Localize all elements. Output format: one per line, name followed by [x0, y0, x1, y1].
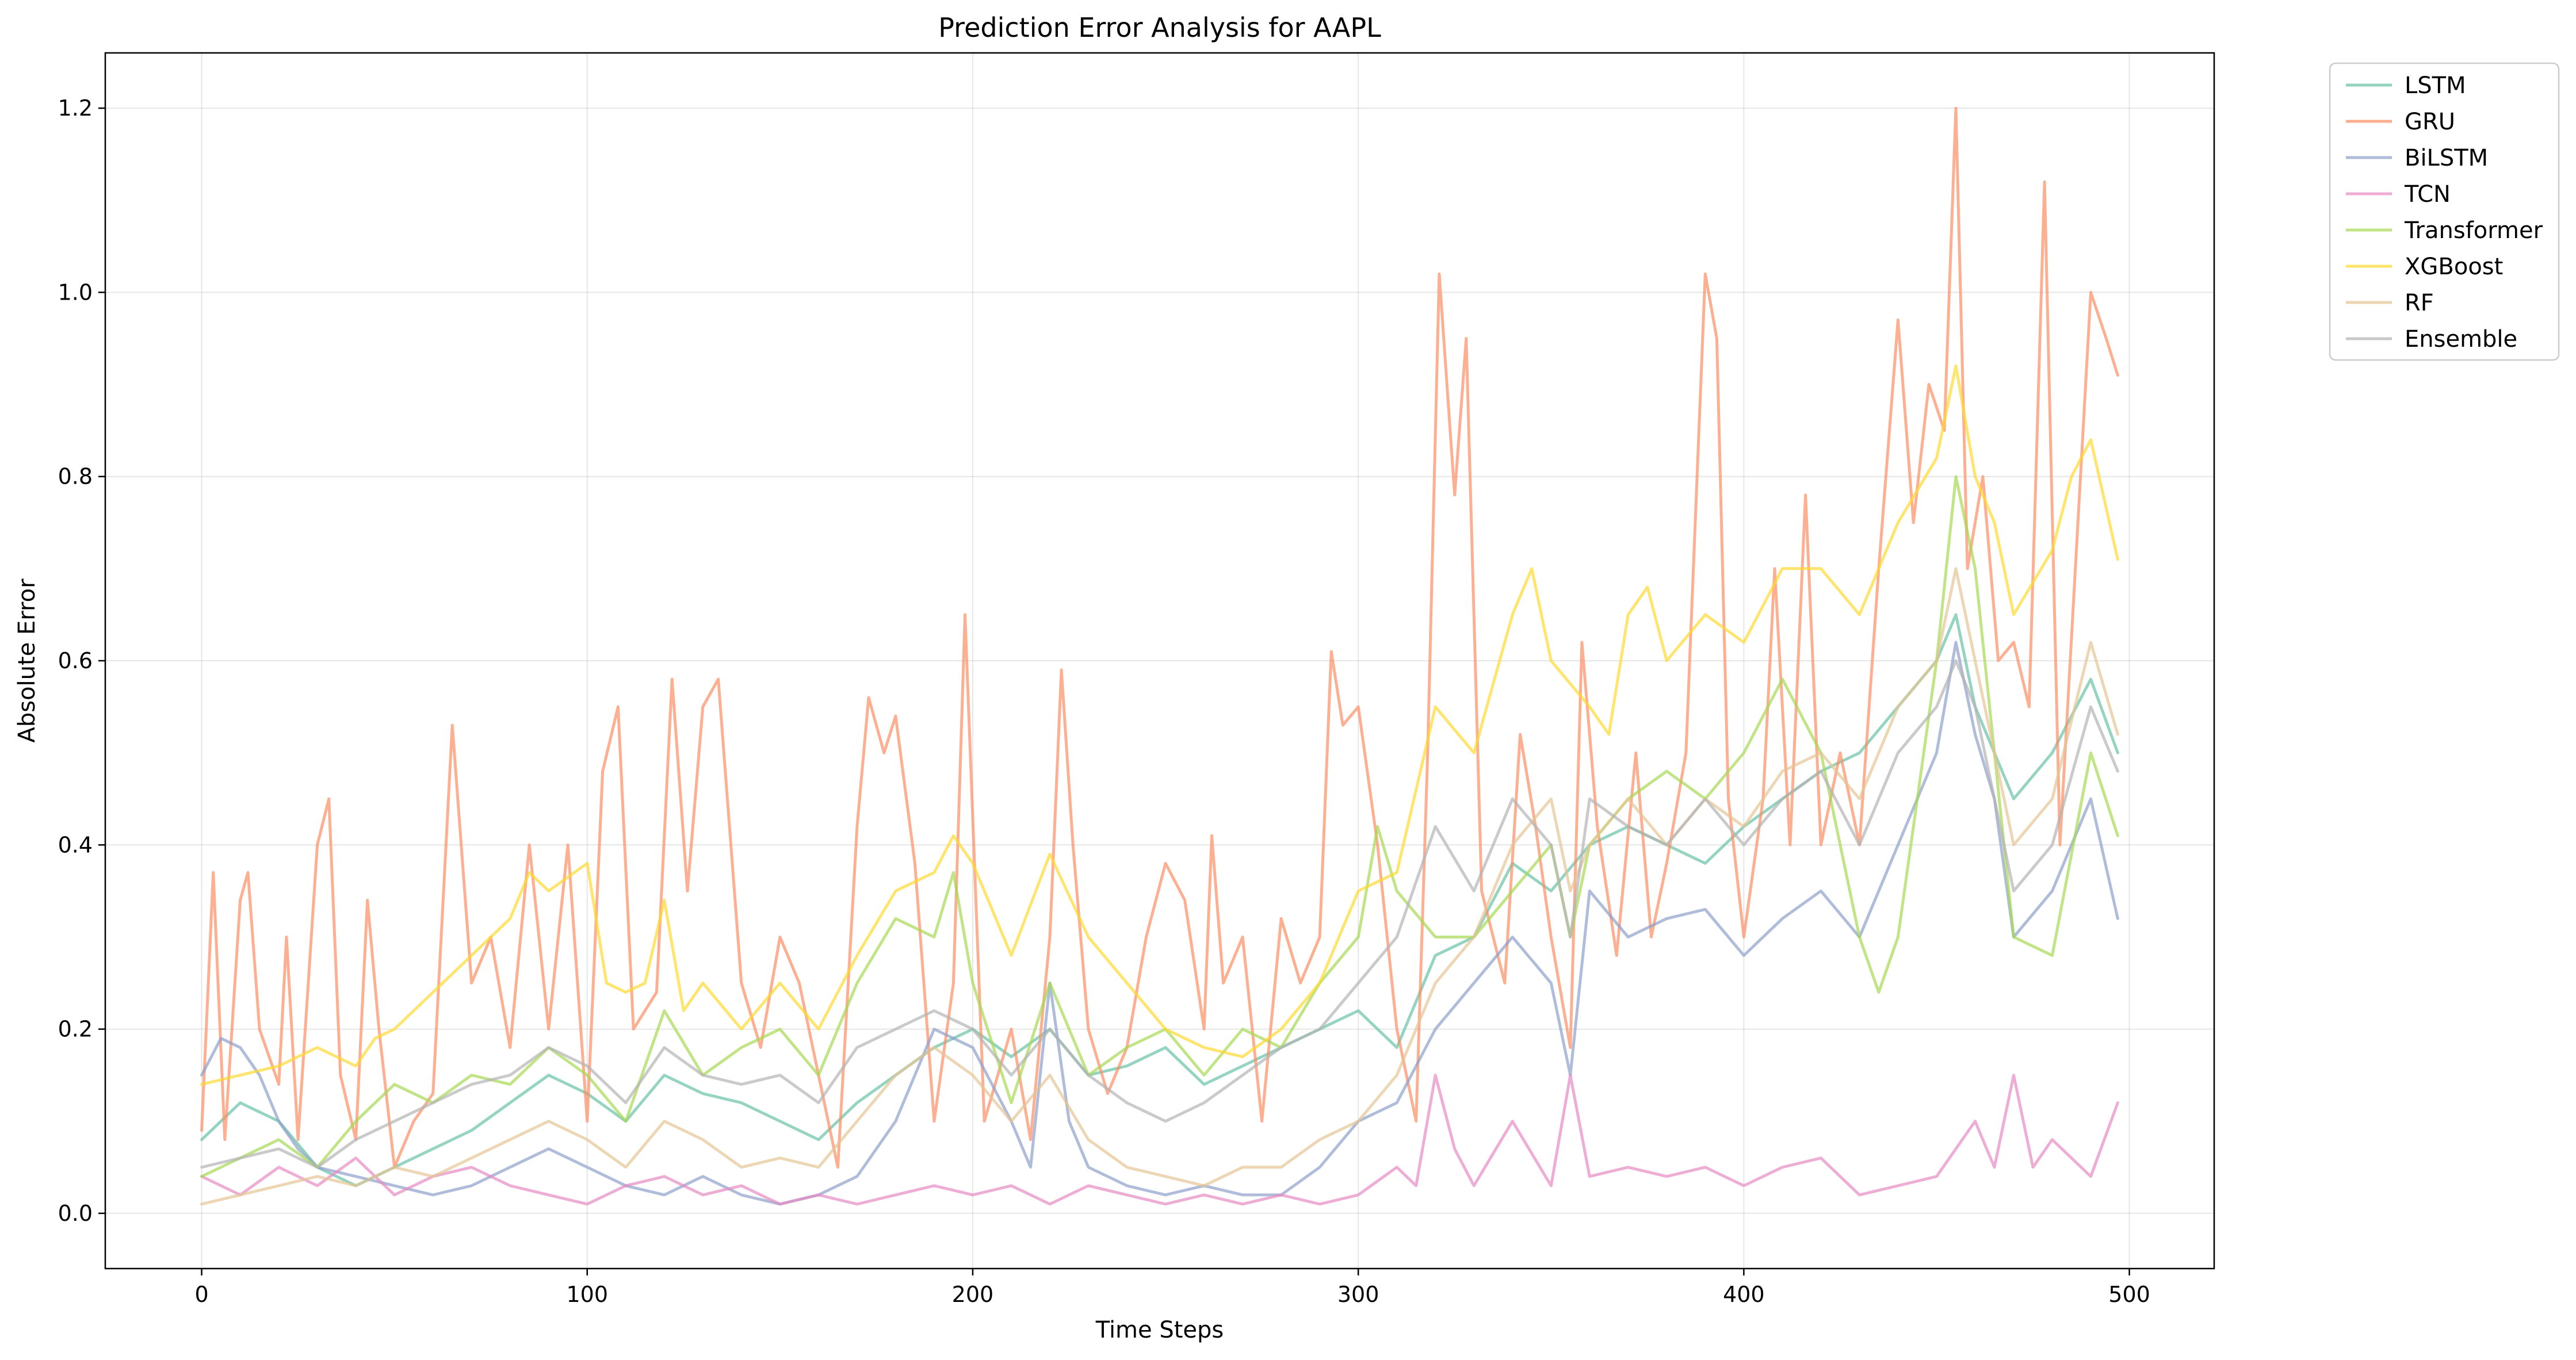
x-axis-ticks: 0 100 200 300 400 500	[194, 1269, 2150, 1307]
gridlines	[105, 53, 2214, 1269]
y-tick-label: 1.0	[58, 279, 93, 305]
legend-box	[2329, 62, 2560, 361]
series-line-xgboost	[200, 365, 2119, 1086]
series-line-lstm	[200, 613, 2119, 1187]
series-line-bilstm	[200, 641, 2119, 1206]
y-axis-label: Absolute Error	[14, 579, 40, 743]
x-tick-label: 300	[1337, 1282, 1379, 1307]
legend-label-lstm: LSTM	[2405, 72, 2466, 99]
legend: LSTM GRU BiLSTM TCN Transformer XGBoost RF Ense…	[2329, 62, 2560, 361]
x-tick-label: 200	[952, 1282, 994, 1307]
x-tick-label: 400	[1723, 1282, 1765, 1307]
legend-label-rf: RF	[2405, 290, 2434, 316]
legend-label-bilstm: BiLSTM	[2405, 145, 2488, 171]
y-tick-label: 0.4	[58, 832, 93, 857]
y-tick-label: 0.0	[58, 1201, 93, 1226]
chart-title: Prediction Error Analysis for AAPL	[938, 12, 1381, 43]
series-line-transformer	[200, 475, 2119, 1178]
x-tick-label: 100	[566, 1282, 608, 1307]
x-tick-label: 0	[194, 1282, 208, 1307]
series-line-gru	[200, 106, 2119, 1169]
legend-label-gru: GRU	[2405, 109, 2455, 135]
x-axis-label: Time Steps	[1095, 1317, 1224, 1343]
series-line-tcn	[200, 1074, 2119, 1206]
y-tick-label: 0.2	[58, 1017, 93, 1042]
legend-label-tcn: TCN	[2404, 181, 2451, 208]
x-tick-label: 500	[2108, 1282, 2150, 1307]
y-tick-label: 0.6	[58, 648, 93, 673]
legend-label-transformer: Transformer	[2404, 217, 2543, 244]
legend-label-xgboost: XGBoost	[2405, 254, 2503, 280]
y-tick-label: 1.2	[58, 95, 93, 121]
series-line-ensemble	[200, 659, 2119, 1169]
y-tick-label: 0.8	[58, 464, 93, 489]
legend-label-ensemble: Ensemble	[2405, 326, 2517, 353]
series-line-rf	[200, 567, 2119, 1206]
series-lines	[200, 106, 2119, 1206]
y-axis-ticks: 0.0 0.2 0.4 0.6 0.8 1.0 1.2	[58, 95, 105, 1226]
